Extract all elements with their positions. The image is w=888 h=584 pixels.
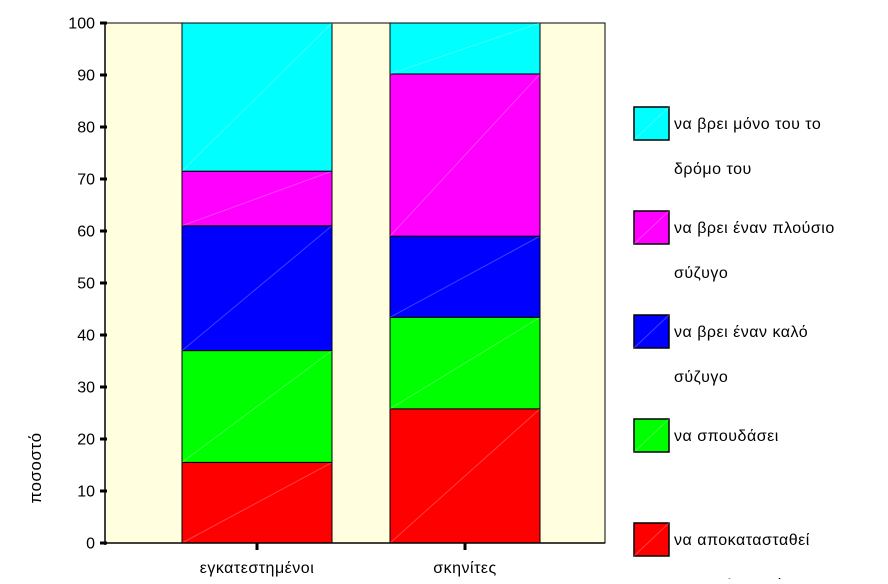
y-tick-label-30: 30 — [77, 380, 95, 397]
legend-swatch-sheen-2 — [633, 314, 670, 349]
y-tick-label-40: 40 — [77, 328, 95, 345]
bar-sheen-1-4 — [389, 22, 541, 75]
legend-label-4-0: να βρει μόνο του το — [674, 116, 821, 133]
legend-label-2-0: να βρει έναν καλό — [674, 324, 808, 341]
bar-sheen-1-3 — [389, 73, 541, 237]
legend-swatch-sheen-3 — [633, 210, 670, 245]
legend-swatch-1 — [633, 418, 670, 453]
legend-label-2-1: σύζυγο — [674, 369, 728, 386]
y-tick-30 — [100, 385, 107, 389]
bar-segment-1-2 — [389, 235, 541, 318]
legend-swatch-sheen-0 — [633, 522, 670, 557]
bar-sheen-0-1 — [181, 350, 333, 463]
legend-label-4-1: δρόμο του — [674, 161, 752, 178]
bar-sheen-1-0 — [389, 408, 541, 544]
y-tick-60 — [100, 229, 107, 233]
bar-segment-1-4 — [389, 22, 541, 75]
bar-sheen-0-4 — [181, 22, 333, 172]
y-tick-50 — [100, 281, 107, 285]
x-tick-label-1: σκηνίτες — [433, 560, 497, 577]
bar-sheen-0-0 — [181, 461, 333, 544]
legend-label-0-0: να αποκατασταθεί — [674, 532, 810, 549]
y-tick-20 — [100, 437, 107, 441]
y-tick-90 — [100, 73, 107, 77]
legend-swatch-sheen-1 — [633, 418, 670, 453]
bar-sheen-1-2 — [389, 235, 541, 318]
y-tick-label-20: 20 — [77, 432, 95, 449]
y-tick-80 — [100, 125, 107, 129]
bar-segment-0-2 — [181, 225, 333, 352]
y-tick-label-50: 50 — [77, 276, 95, 293]
y-tick-label-100: 100 — [68, 16, 95, 33]
y-axis-title: ποσοστό — [26, 432, 45, 503]
bar-segment-1-3 — [389, 73, 541, 237]
y-tick-70 — [100, 177, 107, 181]
legend-swatch-4 — [633, 106, 670, 141]
legend-label-1-0: να σπουδάσει — [674, 428, 779, 445]
x-tick-label-0: εγκατεστημένοι — [200, 560, 315, 577]
y-tick-label-10: 10 — [77, 484, 95, 501]
bar-segment-0-3 — [181, 170, 333, 227]
legend-swatch-2 — [633, 314, 670, 349]
y-tick-100 — [100, 21, 107, 25]
y-tick-10 — [100, 489, 107, 493]
y-tick-label-70: 70 — [77, 172, 95, 189]
y-tick-40 — [100, 333, 107, 337]
legend-swatch-3 — [633, 210, 670, 245]
y-tick-label-60: 60 — [77, 224, 95, 241]
x-tick-0 — [255, 543, 259, 550]
y-tick-0 — [100, 541, 107, 545]
y-tick-label-90: 90 — [77, 68, 95, 85]
bar-segment-0-4 — [181, 22, 333, 172]
bar-sheen-0-3 — [181, 170, 333, 227]
legend-swatch-0 — [633, 522, 670, 557]
bar-segment-1-1 — [389, 316, 541, 410]
legend-swatch-sheen-4 — [633, 106, 670, 141]
y-tick-label-80: 80 — [77, 120, 95, 137]
legend-label-3-0: να βρει έναν πλούσιο — [674, 220, 835, 237]
bar-segment-0-0 — [181, 461, 333, 544]
bar-segment-1-0 — [389, 408, 541, 544]
bar-sheen-1-1 — [389, 316, 541, 410]
bar-segment-0-1 — [181, 350, 333, 463]
y-tick-label-0: 0 — [86, 536, 95, 553]
legend-label-3-1: σύζυγο — [674, 265, 728, 282]
bar-sheen-0-2 — [181, 225, 333, 351]
x-tick-1 — [463, 543, 467, 550]
